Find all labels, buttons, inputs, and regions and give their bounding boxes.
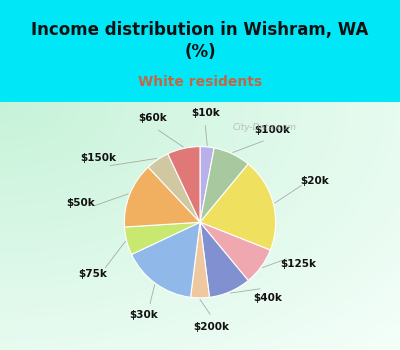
- Text: $50k: $50k: [66, 198, 95, 208]
- Text: $100k: $100k: [254, 125, 290, 135]
- Wedge shape: [200, 164, 276, 250]
- Text: $75k: $75k: [78, 269, 107, 279]
- Wedge shape: [148, 154, 200, 222]
- Wedge shape: [200, 222, 248, 297]
- Wedge shape: [200, 222, 270, 281]
- Text: $125k: $125k: [280, 259, 316, 269]
- Text: $60k: $60k: [139, 113, 168, 123]
- Wedge shape: [124, 167, 200, 227]
- Text: Income distribution in Wishram, WA
(%): Income distribution in Wishram, WA (%): [31, 21, 369, 61]
- Wedge shape: [200, 148, 248, 222]
- Wedge shape: [168, 147, 200, 222]
- Text: $40k: $40k: [254, 293, 282, 303]
- Text: $200k: $200k: [193, 322, 229, 332]
- Text: White residents: White residents: [138, 75, 262, 89]
- Wedge shape: [132, 222, 200, 297]
- Wedge shape: [190, 222, 210, 298]
- Text: $150k: $150k: [80, 153, 116, 163]
- Wedge shape: [200, 147, 214, 222]
- Text: $30k: $30k: [129, 309, 158, 320]
- Text: $20k: $20k: [301, 176, 329, 186]
- Wedge shape: [124, 222, 200, 254]
- Text: $10k: $10k: [192, 107, 220, 118]
- Text: City-Data.com: City-Data.com: [232, 123, 296, 132]
